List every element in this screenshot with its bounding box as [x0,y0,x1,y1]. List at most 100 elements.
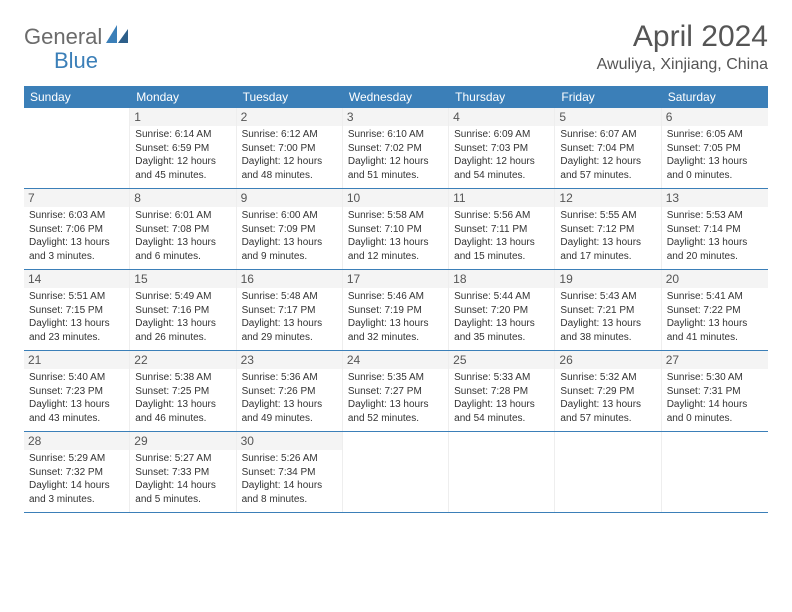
weeks-container: 1 Sunrise: 6:14 AMSunset: 6:59 PMDaylight… [24,108,768,513]
day-number: 14 [24,270,129,288]
day-info: Sunrise: 6:03 AMSunset: 7:06 PMDaylight:… [29,209,124,263]
day-number: 27 [662,351,768,369]
day-cell: 17 Sunrise: 5:46 AMSunset: 7:19 PMDayligh… [343,270,449,350]
day-info: Sunrise: 5:30 AMSunset: 7:31 PMDaylight:… [667,371,763,425]
day-cell: 10 Sunrise: 5:58 AMSunset: 7:10 PMDayligh… [343,189,449,269]
day-cell: 22Sunrise: 5:38 AMSunset: 7:25 PMDayligh… [130,351,236,431]
day-number: 13 [662,189,768,207]
day-info: Sunrise: 5:26 AMSunset: 7:34 PMDaylight:… [242,452,337,506]
day-header-cell: Friday [555,86,661,108]
day-cell: 27 Sunrise: 5:30 AMSunset: 7:31 PMDayligh… [662,351,768,431]
day-header-cell: Sunday [24,86,130,108]
day-header-row: SundayMondayTuesdayWednesdayThursdayFrid… [24,86,768,108]
day-number: 1 [130,108,235,126]
day-cell: 28 Sunrise: 5:29 AMSunset: 7:32 PMDayligh… [24,432,130,512]
day-info: Sunrise: 5:43 AMSunset: 7:21 PMDaylight:… [560,290,655,344]
week-row: 1 Sunrise: 6:14 AMSunset: 6:59 PMDaylight… [24,108,768,189]
day-number: 12 [555,189,660,207]
day-number: 8 [130,189,235,207]
day-number: 21 [24,351,129,369]
day-cell: 20Sunrise: 5:41 AMSunset: 7:22 PMDayligh… [662,270,768,350]
day-cell: 2 Sunrise: 6:12 AMSunset: 7:00 PMDaylight… [237,108,343,188]
day-cell: 13 Sunrise: 5:53 AMSunset: 7:14 PMDayligh… [662,189,768,269]
day-info: Sunrise: 5:46 AMSunset: 7:19 PMDaylight:… [348,290,443,344]
day-number: 24 [343,351,448,369]
day-number: 20 [662,270,768,288]
day-info: Sunrise: 5:32 AMSunset: 7:29 PMDaylight:… [560,371,655,425]
day-number: 17 [343,270,448,288]
day-info: Sunrise: 5:27 AMSunset: 7:33 PMDaylight:… [135,452,230,506]
day-number: 15 [130,270,235,288]
day-info: Sunrise: 6:07 AMSunset: 7:04 PMDaylight:… [560,128,655,182]
day-cell: 19 Sunrise: 5:43 AMSunset: 7:21 PMDayligh… [555,270,661,350]
day-info: Sunrise: 5:29 AMSunset: 7:32 PMDaylight:… [29,452,124,506]
empty-cell [555,432,661,512]
day-cell: 3Sunrise: 6:10 AMSunset: 7:02 PMDaylight… [343,108,449,188]
day-number: 10 [343,189,448,207]
week-row: 7 Sunrise: 6:03 AMSunset: 7:06 PMDaylight… [24,189,768,270]
day-cell: 4Sunrise: 6:09 AMSunset: 7:03 PMDaylight… [449,108,555,188]
day-number: 26 [555,351,660,369]
month-title: April 2024 [597,20,768,54]
logo: General [24,24,130,50]
day-header-cell: Monday [130,86,236,108]
day-number: 9 [237,189,342,207]
day-info: Sunrise: 6:05 AMSunset: 7:05 PMDaylight:… [667,128,763,182]
day-cell: 12 Sunrise: 5:55 AMSunset: 7:12 PMDayligh… [555,189,661,269]
day-info: Sunrise: 5:56 AMSunset: 7:11 PMDaylight:… [454,209,549,263]
empty-cell [24,108,130,188]
day-number: 7 [24,189,129,207]
day-info: Sunrise: 5:58 AMSunset: 7:10 PMDaylight:… [348,209,443,263]
day-info: Sunrise: 6:12 AMSunset: 7:00 PMDaylight:… [242,128,337,182]
day-cell: 25 Sunrise: 5:33 AMSunset: 7:28 PMDayligh… [449,351,555,431]
day-header-cell: Thursday [449,86,555,108]
day-cell: 18Sunrise: 5:44 AMSunset: 7:20 PMDayligh… [449,270,555,350]
day-number: 19 [555,270,660,288]
day-info: Sunrise: 6:01 AMSunset: 7:08 PMDaylight:… [135,209,230,263]
day-info: Sunrise: 5:55 AMSunset: 7:12 PMDaylight:… [560,209,655,263]
day-cell: 15 Sunrise: 5:49 AMSunset: 7:16 PMDayligh… [130,270,236,350]
logo-sail-icon [106,25,128,50]
day-cell: 8 Sunrise: 6:01 AMSunset: 7:08 PMDaylight… [130,189,236,269]
day-info: Sunrise: 5:33 AMSunset: 7:28 PMDaylight:… [454,371,549,425]
day-info: Sunrise: 5:51 AMSunset: 7:15 PMDaylight:… [29,290,124,344]
empty-cell [662,432,768,512]
day-cell: 6 Sunrise: 6:05 AMSunset: 7:05 PMDaylight… [662,108,768,188]
week-row: 21 Sunrise: 5:40 AMSunset: 7:23 PMDayligh… [24,351,768,432]
day-cell: 29 Sunrise: 5:27 AMSunset: 7:33 PMDayligh… [130,432,236,512]
day-cell: 16Sunrise: 5:48 AMSunset: 7:17 PMDayligh… [237,270,343,350]
day-number: 29 [130,432,235,450]
day-info: Sunrise: 5:36 AMSunset: 7:26 PMDaylight:… [242,371,337,425]
logo-text-blue: Blue [54,48,98,74]
day-cell: 1 Sunrise: 6:14 AMSunset: 6:59 PMDaylight… [130,108,236,188]
day-header-cell: Wednesday [343,86,449,108]
day-number: 6 [662,108,768,126]
empty-cell [343,432,449,512]
day-cell: 21 Sunrise: 5:40 AMSunset: 7:23 PMDayligh… [24,351,130,431]
logo-text-general: General [24,24,102,50]
calendar: SundayMondayTuesdayWednesdayThursdayFrid… [24,86,768,513]
day-number: 28 [24,432,129,450]
day-info: Sunrise: 5:44 AMSunset: 7:20 PMDaylight:… [454,290,549,344]
location-text: Awuliya, Xinjiang, China [597,56,768,74]
title-block: April 2024 Awuliya, Xinjiang, China [597,20,768,74]
day-info: Sunrise: 6:09 AMSunset: 7:03 PMDaylight:… [454,128,549,182]
week-row: 14 Sunrise: 5:51 AMSunset: 7:15 PMDayligh… [24,270,768,351]
day-header-cell: Tuesday [237,86,343,108]
day-number: 16 [237,270,342,288]
day-info: Sunrise: 5:53 AMSunset: 7:14 PMDaylight:… [667,209,763,263]
day-cell: 9Sunrise: 6:00 AMSunset: 7:09 PMDaylight… [237,189,343,269]
day-number: 25 [449,351,554,369]
day-number: 11 [449,189,554,207]
day-info: Sunrise: 6:10 AMSunset: 7:02 PMDaylight:… [348,128,443,182]
day-number: 30 [237,432,342,450]
day-info: Sunrise: 6:14 AMSunset: 6:59 PMDaylight:… [135,128,230,182]
day-cell: 23 Sunrise: 5:36 AMSunset: 7:26 PMDayligh… [237,351,343,431]
day-header-cell: Saturday [662,86,768,108]
day-cell: 26 Sunrise: 5:32 AMSunset: 7:29 PMDayligh… [555,351,661,431]
day-number: 23 [237,351,342,369]
day-info: Sunrise: 5:40 AMSunset: 7:23 PMDaylight:… [29,371,124,425]
day-info: Sunrise: 5:49 AMSunset: 7:16 PMDaylight:… [135,290,230,344]
day-number: 2 [237,108,342,126]
day-cell: 7 Sunrise: 6:03 AMSunset: 7:06 PMDaylight… [24,189,130,269]
